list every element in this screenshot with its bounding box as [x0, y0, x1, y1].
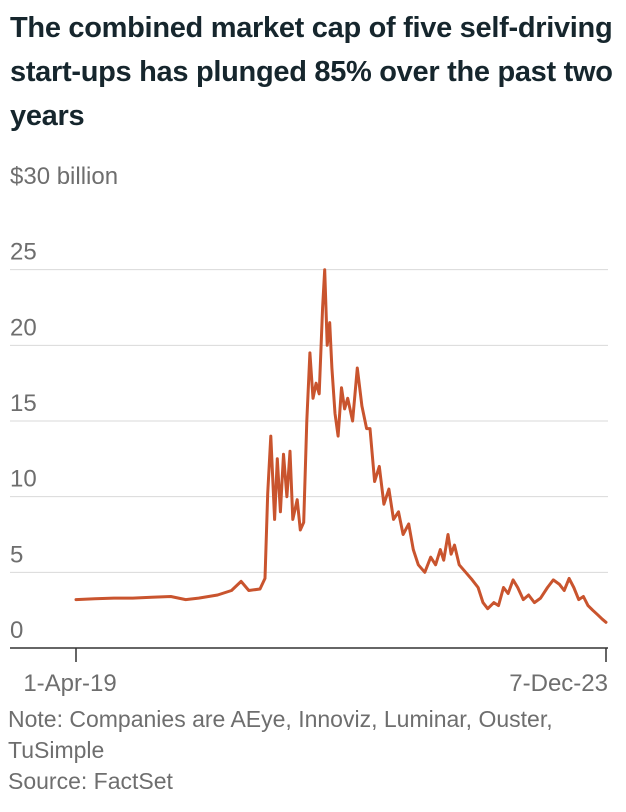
gridlines — [10, 269, 608, 573]
series-line-0 — [74, 268, 608, 624]
x-tick-label-0: 1-Apr-19 — [23, 670, 116, 697]
x-axis: 1-Apr-19 7-Dec-23 — [10, 647, 608, 697]
chart-title: The combined market cap of five self-dri… — [10, 12, 613, 132]
y-tick-label-20: 20 — [10, 314, 37, 341]
y-tick-label-0: 0 — [10, 617, 23, 644]
source-text: Source: FactSet — [8, 768, 173, 794]
y-tick-label-25: 25 — [10, 239, 37, 266]
chart-footnote: Note: Companies are AEye, Innoviz, Lumin… — [8, 704, 618, 797]
y-axis-labels: $30 billion 25 20 15 10 5 0 — [10, 163, 118, 644]
note-text: Note: Companies are AEye, Innoviz, Lumin… — [8, 706, 553, 763]
y-tick-label-15: 15 — [10, 390, 37, 417]
y-tick-label-30: $30 billion — [10, 163, 118, 190]
line-chart: $30 billion 25 20 15 10 5 0 1-Apr-19 7-Dec-23 — [10, 163, 608, 697]
series-group — [74, 268, 608, 624]
y-tick-label-10: 10 — [10, 466, 37, 493]
x-tick-label-1: 7-Dec-23 — [509, 670, 608, 697]
y-tick-label-5: 5 — [10, 541, 23, 568]
